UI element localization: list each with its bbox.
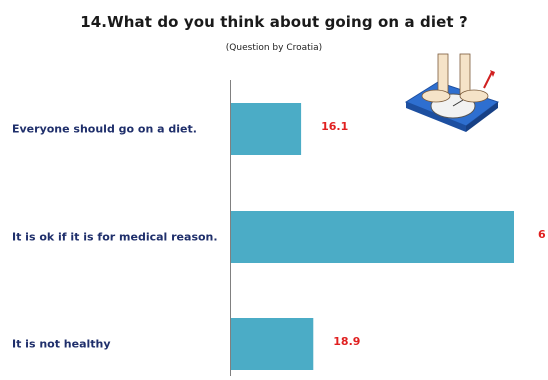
category-label-1: It is ok if it is for medical reason. bbox=[12, 231, 218, 244]
category-label-0: Everyone should go on a diet. bbox=[12, 123, 197, 136]
value-label-2: 18.9 bbox=[333, 335, 360, 348]
value-label-0: 16.1 bbox=[321, 120, 348, 133]
bar-1 bbox=[231, 211, 514, 263]
bar-0 bbox=[231, 103, 301, 155]
value-label-1: 6 bbox=[538, 228, 546, 241]
category-label-2: It is not healthy bbox=[12, 338, 111, 351]
bathroom-scale-feet-picture bbox=[398, 50, 502, 142]
bar-2 bbox=[231, 318, 313, 370]
